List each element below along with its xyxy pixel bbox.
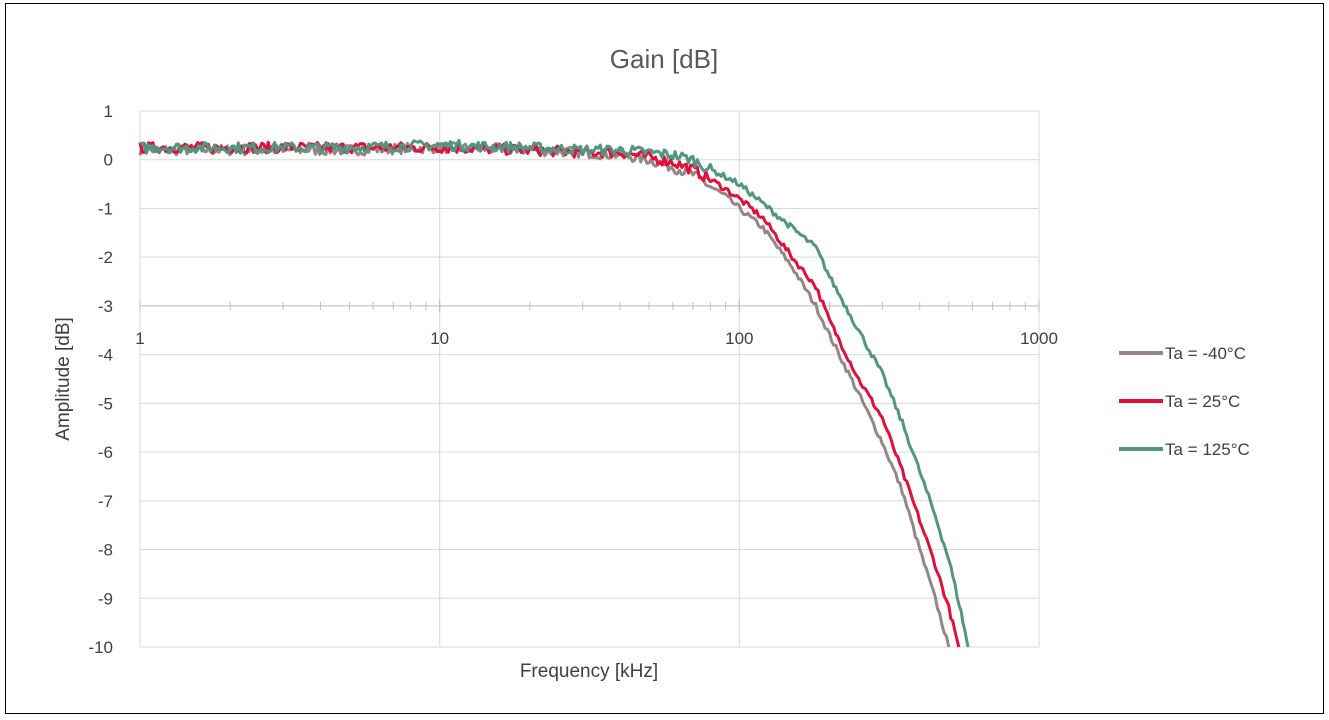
chart-frame (5, 3, 1324, 714)
y-tick-label-8: -7 (98, 492, 113, 511)
y-tick-label-3: -2 (98, 248, 113, 267)
series-line-1 (138, 140, 961, 648)
y-tick-label-2: -1 (98, 199, 113, 218)
x-axis (139, 299, 1040, 312)
x-tick-labels: 1 10 100 1000 (135, 329, 1058, 348)
y-tick-label-10: -9 (98, 589, 113, 608)
y-tick-label-4: -3 (98, 297, 113, 316)
y-tick-labels: 1 0 -1 -2 -3 -4 -5 -6 -7 -8 -9 -10 (88, 102, 113, 657)
x-tick-label-2: 100 (725, 329, 753, 348)
y-axis-title: Amplitude [dB] (53, 317, 74, 441)
series-line-0 (138, 141, 951, 648)
y-tick-label-1: 0 (104, 151, 113, 170)
series-line-2 (139, 139, 970, 648)
y-tick-label-7: -6 (98, 443, 113, 462)
grid-lines (139, 110, 1040, 648)
y-tick-label-5: -4 (98, 346, 113, 365)
series-lines (138, 139, 970, 648)
x-axis-title: Frequency [kHz] (520, 661, 658, 682)
x-tick-label-1: 10 (430, 329, 449, 348)
chart-title: Gain [dB] (610, 44, 718, 74)
legend-label-1: Ta = 25°C (1165, 392, 1240, 411)
y-tick-label-11: -10 (88, 638, 113, 657)
legend-label-2: Ta = 125°C (1165, 440, 1250, 459)
x-tick-label-0: 1 (135, 329, 144, 348)
y-tick-label-9: -8 (98, 541, 113, 560)
legend: Ta = -40°C Ta = 25°C Ta = 125°C (1119, 344, 1250, 459)
y-tick-label-6: -5 (98, 394, 113, 413)
y-tick-label-0: 1 (104, 102, 113, 121)
x-tick-label-3: 1000 (1020, 329, 1058, 348)
legend-label-0: Ta = -40°C (1165, 344, 1246, 363)
